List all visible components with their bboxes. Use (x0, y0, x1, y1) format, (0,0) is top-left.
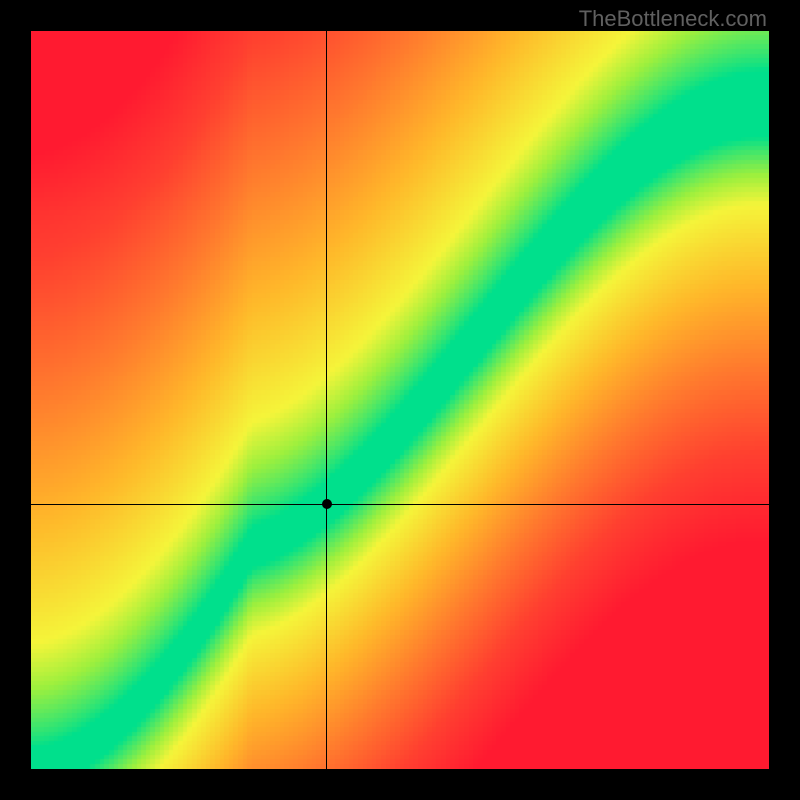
crosshair-vertical (326, 31, 327, 769)
crosshair-marker (322, 499, 332, 509)
heatmap-plot (31, 31, 769, 769)
crosshair-horizontal (31, 504, 769, 505)
watermark-text: TheBottleneck.com (579, 6, 767, 32)
heatmap-canvas (31, 31, 769, 769)
